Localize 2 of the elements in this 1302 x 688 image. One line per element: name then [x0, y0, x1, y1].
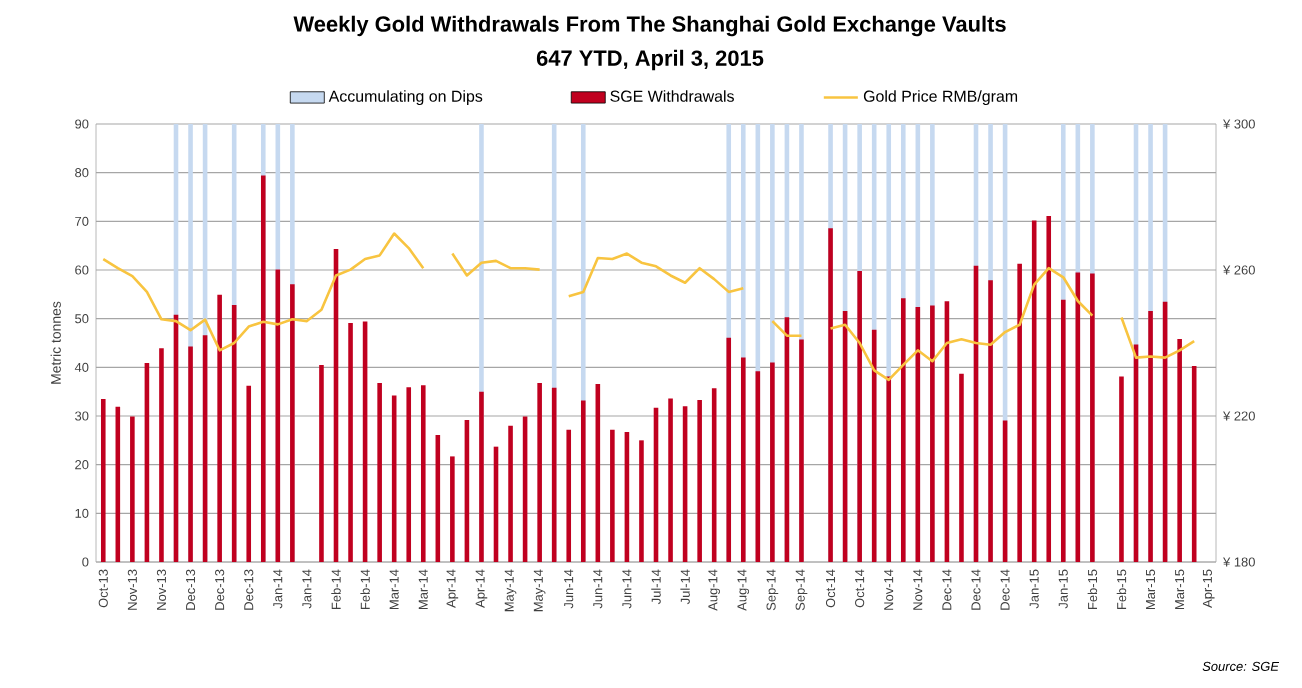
chart-subtitle: 647 YTD, April 3, 2015 — [536, 49, 764, 71]
chart-title: Weekly Gold Withdrawals From The Shanghai Gold Exchange Vaults — [293, 15, 1006, 37]
